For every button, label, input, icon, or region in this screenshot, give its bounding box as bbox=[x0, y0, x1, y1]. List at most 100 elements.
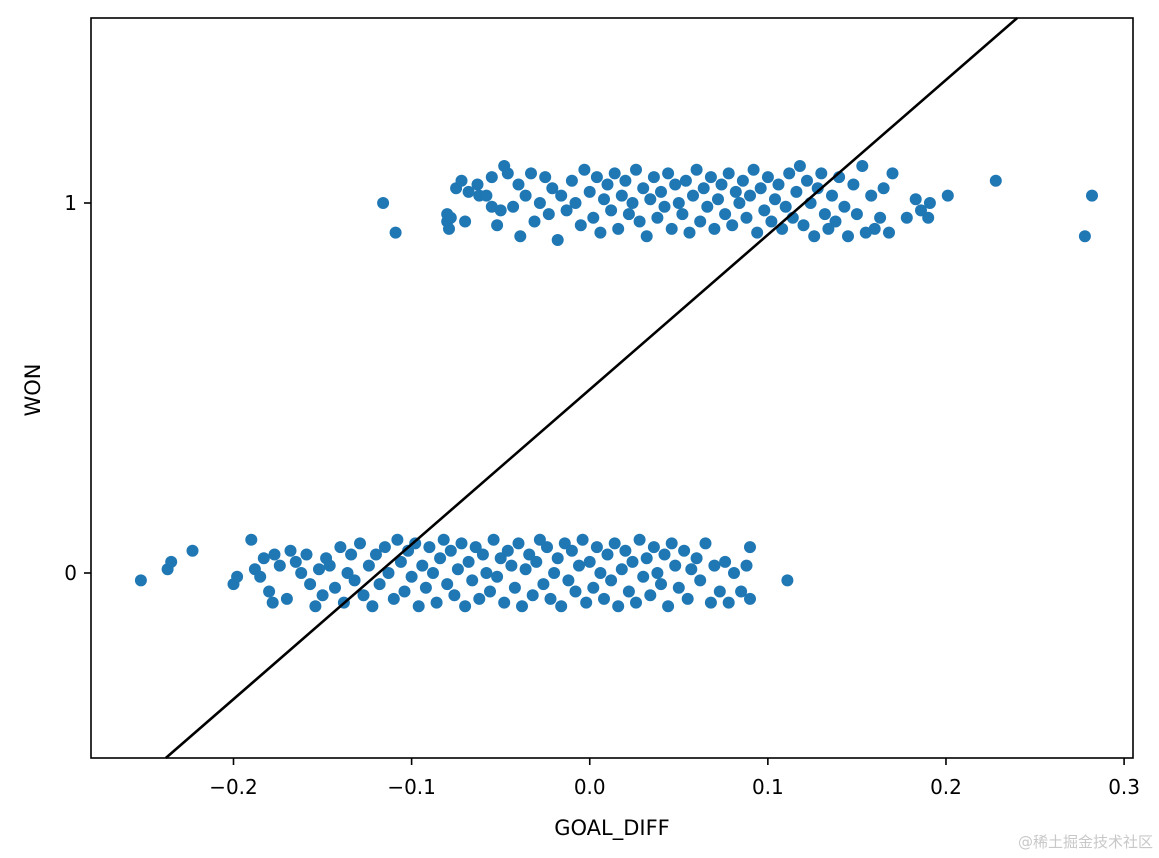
scatter-point bbox=[744, 541, 756, 554]
scatter-point bbox=[797, 219, 810, 232]
scatter-point bbox=[412, 600, 425, 613]
scatter-point bbox=[594, 567, 607, 579]
scatter-point bbox=[254, 570, 267, 583]
scatter-point bbox=[409, 537, 422, 550]
scatter-point bbox=[134, 574, 147, 587]
scatter-point bbox=[715, 178, 728, 191]
x-tick-label: 0.1 bbox=[752, 775, 784, 799]
scatter-point bbox=[569, 197, 582, 209]
scatter-point bbox=[394, 555, 407, 568]
scatter-point bbox=[783, 167, 796, 180]
scatter-point bbox=[444, 211, 457, 224]
scatter-point bbox=[733, 197, 746, 209]
scatter-point bbox=[850, 208, 863, 221]
x-tick-label: −0.2 bbox=[209, 775, 258, 799]
scatter-point bbox=[868, 222, 881, 235]
scatter-point bbox=[704, 171, 717, 184]
scatter-point bbox=[427, 567, 439, 579]
scatter-point bbox=[512, 178, 525, 191]
scatter-point bbox=[378, 541, 391, 554]
scatter-point bbox=[537, 578, 550, 591]
scatter-point bbox=[811, 182, 824, 195]
scatter-point bbox=[644, 193, 657, 206]
scatter-point bbox=[525, 167, 537, 180]
scatter-point bbox=[373, 578, 386, 591]
scatter-point bbox=[847, 178, 860, 191]
scatter-point bbox=[580, 596, 593, 609]
scatter-point bbox=[608, 167, 621, 180]
scatter-point bbox=[530, 555, 543, 568]
scatter-point bbox=[257, 552, 270, 565]
scatter-point bbox=[430, 596, 443, 609]
scatter-point bbox=[576, 533, 589, 546]
scatter-point bbox=[701, 200, 714, 213]
scatter-point bbox=[526, 589, 539, 602]
scatter-point bbox=[612, 600, 625, 613]
scatter-point bbox=[546, 182, 559, 195]
scatter-point bbox=[389, 226, 402, 239]
y-axis-label: WON bbox=[21, 363, 45, 416]
scatter-point bbox=[751, 226, 764, 239]
scatter-point bbox=[829, 215, 842, 228]
scatter-point bbox=[633, 533, 646, 546]
scatter-point bbox=[533, 533, 546, 546]
scatter-point bbox=[909, 193, 922, 206]
scatter-point bbox=[598, 193, 610, 206]
scatter-point bbox=[459, 215, 472, 228]
scatter-point bbox=[323, 559, 336, 572]
scatter-point bbox=[665, 222, 678, 235]
scatter-point bbox=[679, 174, 692, 187]
scatter-point bbox=[662, 167, 675, 180]
scatter-point bbox=[334, 541, 347, 554]
scatter-point bbox=[793, 160, 806, 172]
fit-line bbox=[164, 17, 1019, 759]
scatter-point bbox=[815, 167, 828, 180]
scatter-point bbox=[523, 548, 536, 561]
scatter-point bbox=[455, 174, 468, 187]
scatter-point bbox=[284, 544, 297, 557]
scatter-point bbox=[651, 567, 664, 579]
scatter-point bbox=[309, 600, 322, 613]
scatter-point bbox=[280, 592, 293, 605]
scatter-point bbox=[722, 167, 735, 180]
scatter-point bbox=[726, 219, 739, 232]
scatter-point bbox=[719, 555, 732, 568]
scatter-point bbox=[704, 596, 717, 609]
scatter-point bbox=[747, 163, 760, 176]
plot-background bbox=[91, 18, 1133, 758]
scatter-point bbox=[865, 189, 878, 202]
scatter-point bbox=[754, 182, 767, 195]
scatter-point bbox=[818, 208, 831, 221]
scatter-point bbox=[761, 171, 774, 184]
y-axis-ticks: 01 bbox=[64, 191, 91, 585]
scatter-point bbox=[874, 211, 887, 224]
scatter-point bbox=[826, 189, 838, 202]
scatter-point bbox=[548, 567, 561, 579]
scatter-point bbox=[345, 548, 358, 561]
scatter-point bbox=[722, 596, 735, 609]
scatter-point bbox=[494, 204, 507, 217]
scatter-point bbox=[480, 567, 493, 579]
scatter-point bbox=[519, 563, 532, 576]
y-tick-label: 0 bbox=[64, 561, 77, 585]
scatter-point bbox=[402, 544, 415, 557]
scatter-point bbox=[922, 211, 935, 224]
scatter-point bbox=[690, 552, 703, 565]
scatter-point bbox=[434, 552, 447, 565]
scatter-point bbox=[765, 215, 778, 228]
scatter-point bbox=[683, 226, 696, 239]
scatter-point bbox=[736, 174, 749, 187]
scatter-point bbox=[491, 219, 504, 232]
scatter-point bbox=[485, 171, 498, 184]
scatter-point bbox=[587, 581, 600, 594]
scatter-point bbox=[900, 211, 913, 224]
scatter-point bbox=[245, 533, 258, 546]
scatter-point bbox=[419, 581, 432, 594]
scatter-point bbox=[681, 592, 694, 605]
scatter-point bbox=[165, 555, 178, 568]
scatter-point bbox=[615, 563, 628, 576]
scatter-point bbox=[640, 230, 653, 243]
scatter-point bbox=[1086, 189, 1098, 202]
scatter-point bbox=[508, 581, 521, 594]
scatter-point bbox=[626, 197, 639, 209]
